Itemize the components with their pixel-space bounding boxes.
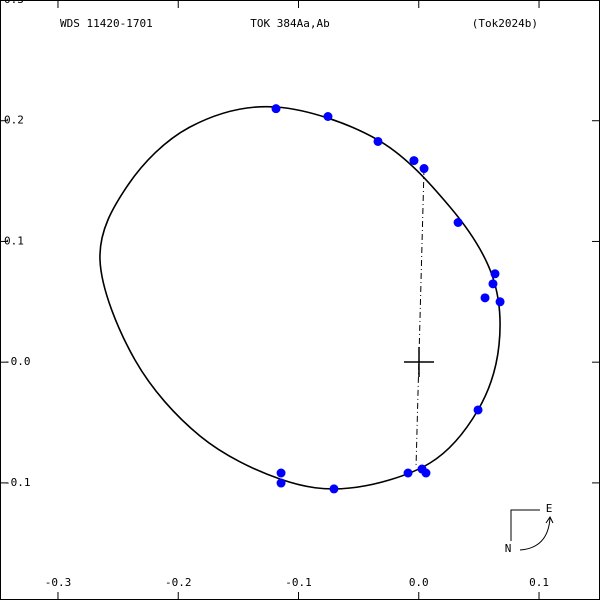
- observation: [419, 164, 429, 174]
- line-of-nodes: [415, 168, 425, 469]
- x-tick-label: -0.2: [165, 576, 192, 589]
- y-tick-label: -0.0: [4, 355, 31, 368]
- x-tick-label: -0.3: [45, 576, 72, 589]
- observation: [276, 468, 286, 478]
- orbit: [99, 105, 501, 490]
- y-tick-label: -0.1: [4, 476, 31, 489]
- chart-title: TOK 384Aa,Ab: [250, 17, 329, 30]
- y-tick-label: 0.1: [4, 234, 24, 247]
- compass-east: E: [546, 502, 553, 515]
- observation: [473, 405, 483, 415]
- y-tick-label: 0.2: [4, 114, 24, 127]
- right-label: (Tok2024b): [472, 17, 538, 30]
- compass-axes: [510, 509, 540, 541]
- observation: [421, 468, 431, 478]
- observation: [490, 269, 500, 279]
- observation: [271, 104, 281, 114]
- observation: [488, 279, 498, 289]
- left-label: WDS 11420-1701: [60, 17, 153, 30]
- observation: [323, 111, 333, 121]
- observation: [495, 297, 505, 307]
- observation: [480, 293, 490, 303]
- compass-arrow: [519, 516, 554, 551]
- observation: [453, 217, 463, 227]
- observation: [276, 478, 286, 488]
- x-tick-label: -0.1: [285, 576, 312, 589]
- x-tick-label: 0.0: [409, 576, 429, 589]
- y-tick-label: 0.3: [4, 0, 24, 6]
- x-tick-label: 0.1: [529, 576, 549, 589]
- compass-north: N: [505, 542, 512, 555]
- observation: [403, 468, 413, 478]
- observation: [329, 484, 339, 494]
- observation: [409, 156, 419, 166]
- observation: [373, 136, 383, 146]
